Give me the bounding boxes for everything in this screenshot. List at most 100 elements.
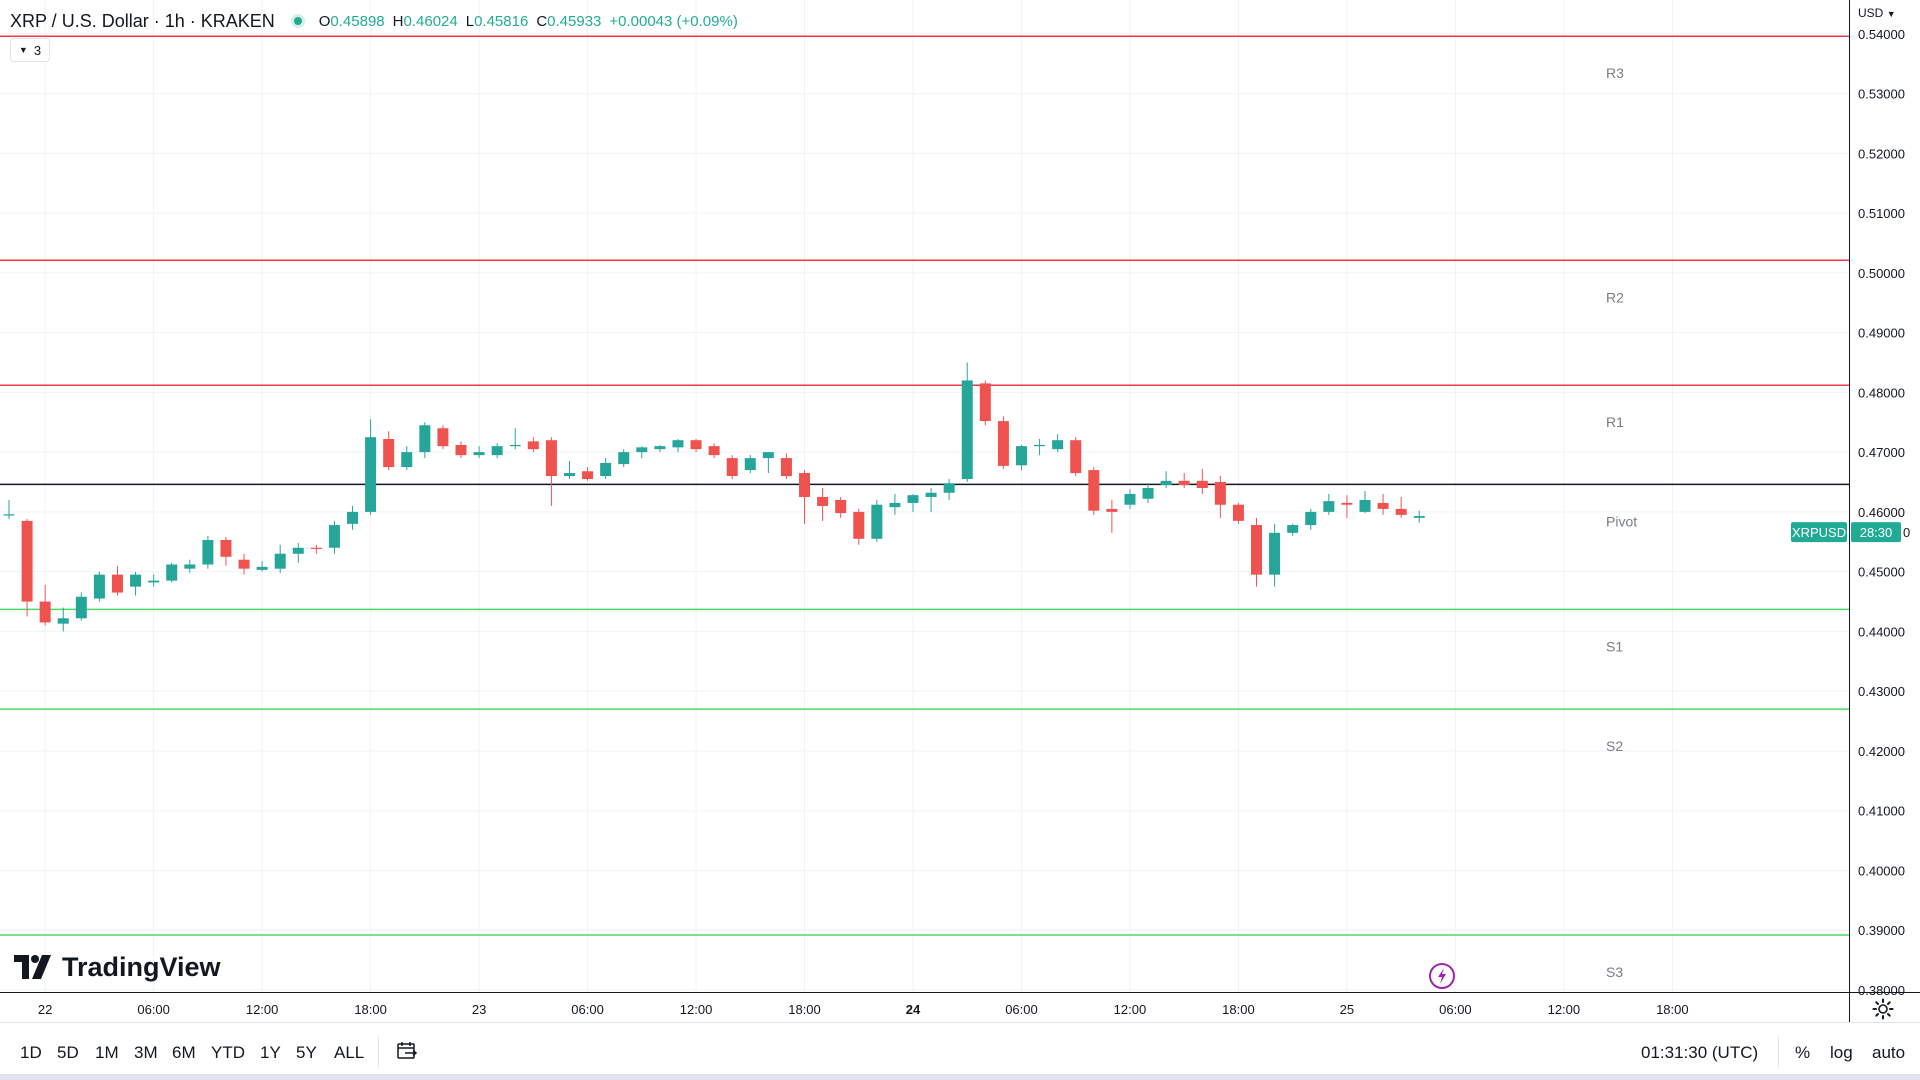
candle-body — [1287, 525, 1299, 533]
y-axis-tick-label: 0.41000 — [1858, 804, 1905, 819]
candle-body — [961, 380, 973, 480]
candle-body — [21, 520, 33, 602]
candle-body — [437, 428, 449, 447]
candle-body — [1106, 508, 1118, 512]
tradingview-logo[interactable]: TradingView — [14, 950, 221, 984]
utc-clock[interactable]: 01:31:30 (UTC) — [1641, 1043, 1759, 1062]
auto-scale-toggle[interactable]: auto — [1872, 1043, 1906, 1062]
settings-gear-icon[interactable] — [1872, 998, 1894, 1020]
x-axis-tick-label: 06:00 — [137, 1002, 170, 1017]
candle-body — [347, 511, 359, 524]
candle-body — [1214, 482, 1226, 505]
x-axis-tick-label: 22 — [38, 1002, 52, 1017]
x-axis-tick-label: 25 — [1340, 1002, 1354, 1017]
ohlc-open-key: O — [318, 12, 331, 30]
candle-body — [889, 502, 901, 508]
y-axis-tick-label: 0.48000 — [1858, 385, 1905, 400]
currency-selector[interactable]: USD ▼ — [1858, 6, 1896, 24]
pivot-level-label: R1 — [1606, 414, 1624, 430]
logo-text: TradingView — [62, 951, 221, 982]
percent-scale-toggle[interactable]: % — [1795, 1043, 1811, 1062]
range-button-1m[interactable]: 1M — [95, 1043, 119, 1062]
x-axis-tick-label: 18:00 — [1222, 1002, 1255, 1017]
candle-body — [780, 458, 792, 477]
range-button-ytd[interactable]: YTD — [211, 1043, 245, 1062]
candle-body — [762, 452, 774, 459]
candle-body — [39, 601, 51, 623]
candle-body — [744, 458, 756, 471]
y-axis-tick-label: 0.46000 — [1858, 505, 1905, 520]
candle-body — [1377, 502, 1389, 509]
x-axis-tick-label: 23 — [472, 1002, 486, 1017]
pivot-level-label: R3 — [1606, 65, 1624, 81]
legend-header: XRP / U.S. Dollar · 1h · KRAKEN O 0.45898… — [10, 9, 746, 33]
y-axis-tick-label: 0.51000 — [1858, 206, 1905, 221]
candle-body — [383, 438, 395, 468]
candle-body — [1395, 508, 1407, 515]
candle-body — [817, 496, 829, 506]
y-axis-tick-label: 0.47000 — [1858, 445, 1905, 460]
range-button-5y[interactable]: 5Y — [296, 1043, 317, 1062]
candle-body — [835, 499, 847, 514]
indicators-toggle-button[interactable]: ▼ 3 — [10, 38, 50, 62]
pivot-level-label: S1 — [1606, 638, 1623, 654]
ohlc-open-value: 0.45898 — [330, 12, 385, 30]
candle-body — [509, 444, 521, 447]
range-button-1y[interactable]: 1Y — [260, 1043, 281, 1062]
currency-label: USD — [1858, 6, 1884, 20]
ohlc-low-value: 0.45816 — [474, 12, 529, 30]
candle-body — [672, 440, 684, 448]
candle-body — [75, 596, 87, 619]
y-axis-tick-label: 0.45000 — [1858, 565, 1905, 580]
candle-body — [636, 447, 648, 453]
y-axis-tick-label: 0.52000 — [1858, 146, 1905, 161]
x-axis-tick-label: 12:00 — [680, 1002, 713, 1017]
market-status-icon[interactable] — [290, 14, 305, 28]
x-axis-tick-label: 12:00 — [1548, 1002, 1581, 1017]
chart-axes: 0.54000 0.53000 0.52000 0.51000 0.50000 0.490… — [0, 0, 1920, 1022]
candle-body — [726, 458, 738, 477]
candle-body — [401, 452, 413, 468]
candle-body — [202, 539, 214, 565]
y-axis-tick-label: 0.53000 — [1858, 87, 1905, 102]
candle-body — [57, 618, 69, 624]
range-button-1d[interactable]: 1D — [20, 1043, 42, 1062]
candle-body — [690, 440, 702, 450]
candle-body — [1359, 499, 1371, 512]
bottom-toolbar: 1D 5D 1M 3M 6M YTD 1Y 5Y ALL 01:31:30 (U… — [0, 1022, 1920, 1080]
chart-grid — [0, 0, 1849, 992]
candlestick-series — [3, 362, 1425, 632]
candle-body — [148, 580, 160, 583]
candle-body — [1341, 502, 1353, 505]
range-button-all[interactable]: ALL — [334, 1043, 365, 1062]
log-scale-toggle[interactable]: log — [1830, 1043, 1853, 1062]
candle-body — [582, 471, 594, 480]
candle-body — [545, 440, 557, 477]
date-range-icon[interactable] — [396, 1041, 418, 1061]
range-button-6m[interactable]: 6M — [172, 1043, 196, 1062]
y-axis-tick-label: 0.44000 — [1858, 624, 1905, 639]
candle-body — [1178, 480, 1190, 486]
ohlc-change-value: +0.00043 (+0.09%) — [609, 12, 738, 30]
candle-body — [1015, 446, 1027, 466]
candle-body — [527, 441, 539, 450]
last-price-countdown-tag — [1851, 522, 1901, 543]
candle-body — [328, 525, 340, 548]
symbol-title[interactable]: XRP / U.S. Dollar · 1h · KRAKEN — [10, 10, 275, 31]
pivot-level-label: S2 — [1606, 738, 1623, 754]
pivot-level-label: Pivot — [1606, 513, 1637, 529]
pivot-level-label: R2 — [1606, 289, 1624, 305]
range-button-3m[interactable]: 3M — [134, 1043, 158, 1062]
range-button-5d[interactable]: 5D — [57, 1043, 79, 1062]
candle-body — [1142, 487, 1154, 499]
x-axis-tick-label: 12:00 — [246, 1002, 279, 1017]
candle-body — [256, 566, 268, 570]
candle-body — [220, 539, 232, 557]
candle-body — [1251, 525, 1263, 575]
candle-body — [166, 564, 178, 581]
ohlc-high-key: H — [392, 12, 404, 30]
y-axis-tick-label: 0.42000 — [1858, 744, 1905, 759]
y-axis-tick-label: 0.39000 — [1858, 923, 1905, 938]
lightning-icon[interactable] — [1428, 962, 1456, 990]
